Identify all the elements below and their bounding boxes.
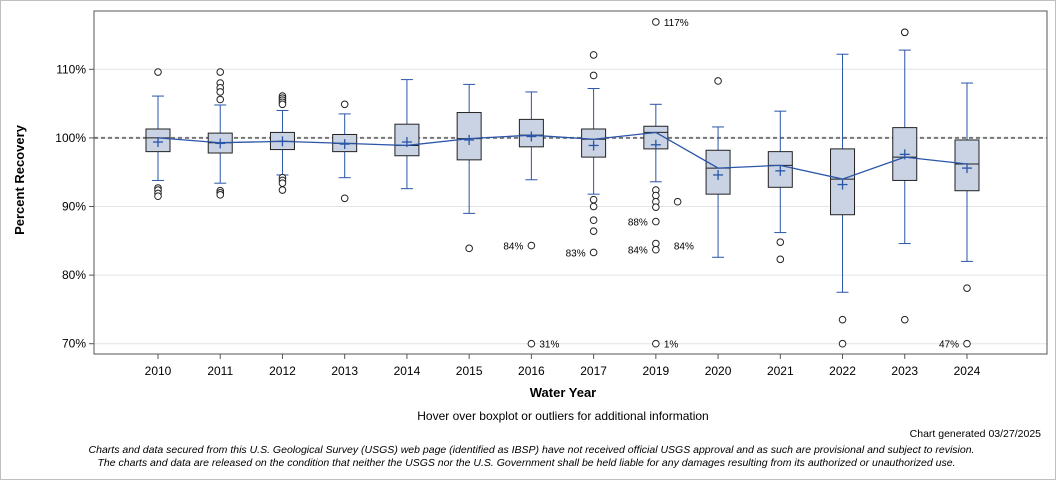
mean-marker-2022 xyxy=(837,179,848,190)
x-tick-label: 2022 xyxy=(829,364,856,378)
grid-layer xyxy=(94,68,1047,345)
x-tick-label: 2013 xyxy=(331,364,358,378)
outlier-annotation: 84% xyxy=(503,242,523,253)
x-tick-label: 2011 xyxy=(207,364,233,378)
box-layer[interactable] xyxy=(145,49,980,293)
outlier-point[interactable] xyxy=(838,315,847,324)
axis-layer: 70% 80% 90% 100% 110% 2010 2011 2012 2013 2014 201… xyxy=(55,62,980,378)
x-tick-label: 2015 xyxy=(456,364,483,378)
generated-date: Chart generated 03/27/2025 xyxy=(909,428,1041,440)
outlier-point[interactable] xyxy=(652,239,660,248)
plot-area xyxy=(93,10,1048,355)
mean-marker-2012 xyxy=(277,136,288,147)
mean-marker-2019 xyxy=(650,139,661,150)
annotation-layer: 117% 84% 31% 83% 88% 84% 84% 1% 47% xyxy=(503,18,959,351)
box-2023[interactable] xyxy=(892,49,918,245)
disclaimer-line-1: Charts and data secured from this U.S. G… xyxy=(88,444,975,456)
outlier-point[interactable] xyxy=(589,71,598,80)
outlier-point[interactable] xyxy=(216,95,225,104)
x-tick-label: 2017 xyxy=(580,364,607,378)
x-tick-label: 2024 xyxy=(954,364,981,378)
disclaimer-line-2: The charts and data are released on the … xyxy=(97,457,956,469)
outlier-point[interactable] xyxy=(589,202,598,211)
x-tick-label: 2021 xyxy=(767,364,794,378)
y-tick-label: 80% xyxy=(62,268,86,282)
median-connect-line xyxy=(157,131,968,180)
outlier-point[interactable] xyxy=(652,339,660,348)
y-tick-label: 90% xyxy=(62,200,86,214)
x-tick-label: 2019 xyxy=(642,364,669,378)
outlier-point[interactable] xyxy=(589,51,598,59)
outlier-point[interactable] xyxy=(652,245,660,254)
mean-marker-2011 xyxy=(215,138,226,149)
mean-marker-2016 xyxy=(526,131,537,142)
mean-marker-2017 xyxy=(588,140,599,151)
mean-marker-2014 xyxy=(401,137,412,148)
outlier-annotation: 31% xyxy=(539,340,559,351)
outlier-point[interactable] xyxy=(278,179,287,187)
outlier-point[interactable] xyxy=(216,68,225,76)
box-2019[interactable] xyxy=(643,103,669,183)
outlier-point[interactable] xyxy=(154,192,162,201)
outlier-point[interactable] xyxy=(776,255,785,264)
outlier-point[interactable] xyxy=(900,315,909,324)
x-tick-label: 2010 xyxy=(145,364,172,378)
outlier-point[interactable] xyxy=(216,88,225,96)
outlier-point[interactable] xyxy=(652,18,660,26)
outlier-point[interactable] xyxy=(589,227,598,236)
outlier-point[interactable] xyxy=(589,195,598,204)
outlier-point[interactable] xyxy=(652,217,660,226)
mean-marker-2024 xyxy=(961,163,972,174)
mean-marker-2010 xyxy=(153,137,163,148)
outlier-point[interactable] xyxy=(900,28,909,37)
outlier-point[interactable] xyxy=(589,216,598,225)
outlier-annotation: 117% xyxy=(664,18,689,29)
outlier-point[interactable] xyxy=(963,284,971,292)
mean-marker-2023 xyxy=(899,149,910,160)
y-tick-label: 110% xyxy=(56,62,86,76)
hover-note: Hover over boxplot or outliers for addit… xyxy=(417,409,709,423)
outlier-layer[interactable] xyxy=(154,18,971,348)
outlier-point[interactable] xyxy=(589,248,598,257)
outlier-annotation: 47% xyxy=(939,340,959,351)
outlier-point[interactable] xyxy=(652,203,660,211)
mean-marker-2013 xyxy=(339,139,350,150)
outlier-point[interactable] xyxy=(154,68,162,76)
iqr-box[interactable] xyxy=(892,127,918,181)
outlier-point[interactable] xyxy=(340,100,349,109)
x-tick-label: 2023 xyxy=(891,364,918,378)
y-axis-title: Percent Recovery xyxy=(12,124,27,235)
mean-marker-2021 xyxy=(775,165,786,176)
y-tick-label: 100% xyxy=(55,131,86,145)
x-tick-label: 2014 xyxy=(394,364,421,378)
outlier-annotation: 83% xyxy=(566,248,586,259)
outlier-point[interactable] xyxy=(714,77,722,85)
outlier-point[interactable] xyxy=(673,197,682,206)
outlier-annotation: 84% xyxy=(628,246,648,257)
outlier-point[interactable] xyxy=(527,241,536,250)
x-tick-label: 2012 xyxy=(269,364,296,378)
outlier-point[interactable] xyxy=(278,100,287,109)
outlier-annotation: 1% xyxy=(664,340,679,351)
outlier-point[interactable] xyxy=(340,194,349,203)
mean-marker-2015 xyxy=(464,134,475,145)
mean-marker-2020 xyxy=(713,169,724,180)
outlier-point[interactable] xyxy=(652,191,660,200)
outlier-point[interactable] xyxy=(963,339,971,348)
x-tick-label: 2020 xyxy=(705,364,732,378)
x-axis-title: Water Year xyxy=(530,385,597,400)
y-tick-label: 70% xyxy=(62,337,86,351)
outlier-point[interactable] xyxy=(527,339,536,348)
mean-markers xyxy=(153,131,972,190)
outlier-point[interactable] xyxy=(465,244,473,253)
outlier-point[interactable] xyxy=(776,238,785,246)
outlier-annotation: 84% xyxy=(674,242,694,253)
outlier-annotation: 88% xyxy=(628,218,648,229)
outlier-point[interactable] xyxy=(216,191,225,199)
outlier-point[interactable] xyxy=(278,186,287,194)
x-tick-label: 2016 xyxy=(518,364,545,378)
outlier-point[interactable] xyxy=(838,339,847,348)
